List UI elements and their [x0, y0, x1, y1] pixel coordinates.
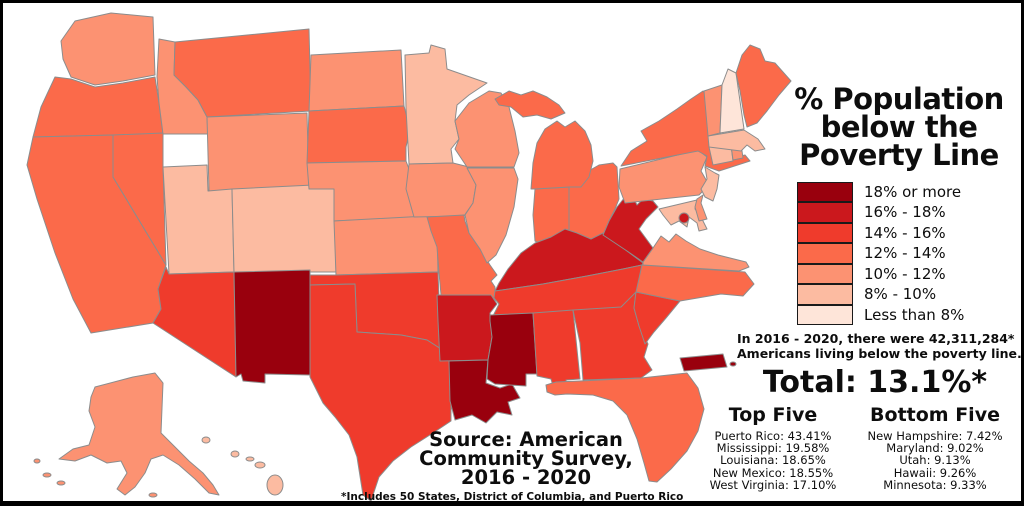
state-wy: [206, 112, 310, 192]
legend-row-4: 10% - 12%: [797, 263, 964, 285]
state-wv: [602, 192, 659, 263]
legend-swatch-1: [797, 202, 853, 223]
legend-row-2: 14% - 16%: [797, 222, 964, 244]
legend-swatch-5: [797, 284, 853, 305]
state-ia: [405, 162, 477, 218]
state-ma: [707, 129, 766, 152]
legend-swatch-3: [797, 243, 853, 264]
state-mi-part-1: [494, 90, 566, 120]
state-az: [152, 266, 237, 378]
state-la: [448, 359, 521, 424]
rank-item-minnesota: Minnesota: 9.33%: [883, 477, 987, 492]
rank-item-new-mexico: New Mexico: 18.55%: [712, 465, 834, 480]
state-ms: [486, 312, 538, 387]
color-legend: 18% or more 16% - 18% 14% - 16% 12% - 14% 10…: [797, 181, 965, 326]
state-mi: [530, 120, 594, 190]
state-nd: [308, 49, 405, 112]
rank-item-puerto-rico: Puerto Rico: 43.41%: [714, 429, 832, 443]
state-co: [231, 183, 337, 273]
rank-item-hawaii: Hawaii: 9.26%: [893, 465, 977, 480]
top-five-column: Top Five Puerto Rico: 43.41% Mississippi:…: [699, 404, 847, 492]
source-attribution: Source: American Community Survey, 2016 …: [395, 428, 657, 489]
state-ak-island-1: [56, 480, 66, 486]
state-nv: [112, 132, 167, 266]
top-five-heading: Top Five: [728, 404, 818, 426]
state-va: [642, 233, 750, 272]
state-fl: [545, 372, 705, 483]
state-nm: [233, 269, 311, 384]
title-line-1: % Population: [794, 82, 1004, 116]
legend-row-5: 8% - 10%: [797, 284, 964, 306]
source-line-1: Source: American: [429, 428, 623, 451]
state-wi: [454, 90, 520, 168]
state-hi-island-2: [245, 456, 255, 462]
state-mt: [173, 28, 312, 118]
state-hi-island-3: [254, 461, 266, 469]
page-title: % Population below the Poverty Line: [775, 82, 1021, 172]
legend-swatch-0: [797, 181, 853, 202]
state-ak-island-3: [148, 492, 158, 498]
legend-swatch-2: [797, 222, 853, 243]
state-sd: [306, 105, 411, 164]
legend-row-1: 16% - 18%: [797, 202, 964, 224]
legend-label-2: 14% - 16%: [864, 223, 946, 242]
state-ks: [333, 215, 439, 276]
legend-swatch-6: [797, 304, 853, 325]
source-line-3: 2016 - 2020: [460, 466, 592, 489]
bottom-five-list: New Hampshire: 7.42% Maryland: 9.02% Utah:…: [847, 429, 1021, 492]
us-choropleth-map: [26, 12, 792, 501]
state-al: [532, 309, 581, 394]
rank-item-new-hampshire: New Hampshire: 7.42%: [867, 429, 1003, 443]
legend-row-3: 12% - 14%: [797, 243, 964, 265]
state-hi: [201, 436, 211, 444]
rank-item-maryland: Maryland: 9.02%: [886, 441, 984, 456]
legend-label-6: Less than 8%: [864, 305, 965, 324]
state-nc: [635, 264, 755, 302]
state-hi-island-1: [230, 450, 240, 458]
legend-row-0: 18% or more: [797, 181, 964, 203]
source-line-2: Community Survey,: [419, 447, 633, 470]
legend-label-3: 12% - 14%: [864, 244, 946, 263]
state-me: [735, 44, 792, 128]
state-nj: [700, 166, 720, 202]
legend-row-6: Less than 8%: [797, 304, 965, 326]
rank-item-louisiana: Louisiana: 18.65%: [720, 453, 826, 468]
state-dc: [678, 212, 690, 224]
bottom-five-column: Bottom Five New Hampshire: 7.42% Maryland…: [847, 404, 1021, 492]
footnote: *Includes 50 States, District of Columbi…: [341, 491, 684, 503]
legend-swatch-4: [797, 263, 853, 284]
summary-note: In 2016 - 2020, there were 42,311,284* A…: [737, 331, 1022, 361]
top-five-list: Puerto Rico: 43.41% Mississippi: 19.58% Lo…: [699, 430, 847, 491]
state-or: [32, 76, 164, 138]
state-pr: [679, 353, 728, 372]
total-percentage: Total: 13.1%*: [762, 365, 988, 400]
state-nh: [719, 68, 745, 134]
title-line-2: below the: [820, 110, 978, 144]
bottom-five-heading: Bottom Five: [870, 404, 1000, 426]
state-ak: [58, 372, 220, 496]
rankings: Top Five Puerto Rico: 43.41% Mississippi:…: [699, 404, 1021, 492]
legend-label-0: 18% or more: [864, 182, 962, 201]
rank-item-west-virginia: West Virginia: 17.10%: [709, 477, 837, 492]
state-il: [464, 167, 519, 264]
rank-item-utah: Utah: 9.13%: [899, 453, 971, 468]
state-ak-island-0: [42, 472, 52, 478]
legend-label-4: 10% - 12%: [864, 264, 946, 283]
summary-note-line-1: In 2016 - 2020, there were 42,311,284*: [737, 331, 1015, 346]
state-tx: [309, 283, 452, 501]
title-line-3: Poverty Line: [799, 138, 999, 172]
state-ak-island-2: [33, 458, 41, 464]
legend-label-5: 8% - 10%: [864, 285, 937, 304]
state-ga: [572, 291, 653, 381]
rank-item-mississippi: Mississippi: 19.58%: [716, 441, 830, 456]
state-ar: [436, 294, 498, 362]
state-sc: [633, 291, 681, 345]
state-pr-island-0: [729, 361, 737, 367]
state-hi-island-4: [266, 474, 284, 496]
legend-label-1: 16% - 18%: [864, 203, 946, 222]
state-de: [694, 194, 708, 222]
state-wa: [60, 12, 156, 86]
summary-note-line-2: Americans living below the poverty line.: [737, 345, 1022, 361]
